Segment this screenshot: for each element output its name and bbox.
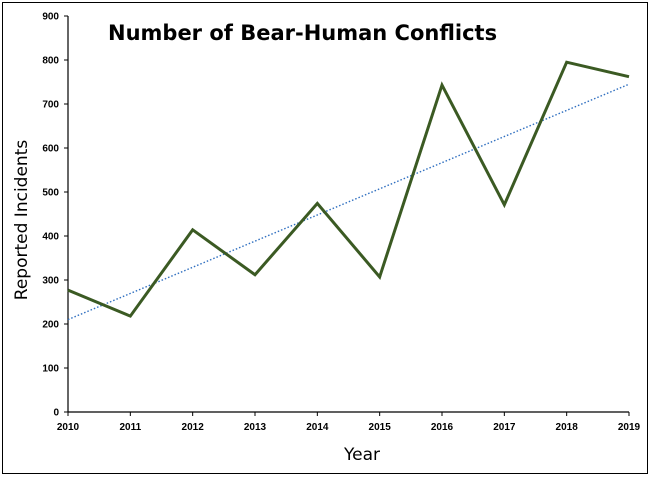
y-tick-label: 200 <box>42 320 59 331</box>
x-tick-label: 2019 <box>618 422 641 433</box>
y-tick-labels: 0 100 200 300 400 500 600 700 800 900 <box>42 12 59 419</box>
chart-frame <box>2 2 648 474</box>
y-axis-title: Reported Incidents <box>12 140 32 301</box>
y-tick-label: 900 <box>42 12 59 23</box>
chart-title: Number of Bear-Human Conflicts <box>108 21 497 45</box>
x-tick-label: 2013 <box>244 422 267 433</box>
y-tick-label: 500 <box>42 188 59 199</box>
y-tick-label: 700 <box>42 100 59 111</box>
x-tick-label: 2015 <box>369 422 392 433</box>
y-tick-label: 600 <box>42 144 59 155</box>
y-tick-label: 0 <box>53 408 59 419</box>
y-tick-label: 800 <box>42 56 59 67</box>
x-axis-title: Year <box>343 445 380 465</box>
x-tick-label: 2012 <box>182 422 205 433</box>
y-tick-label: 300 <box>42 276 59 287</box>
series-line <box>67 60 630 318</box>
y-tick-label: 100 <box>42 364 59 375</box>
x-tick-label: 2010 <box>57 422 80 433</box>
x-tick-label: 2014 <box>306 422 329 433</box>
x-tick-label: 2016 <box>431 422 454 433</box>
series-group <box>67 60 630 318</box>
x-tick-labels: 2010 2011 2012 2013 2014 2015 2016 2017 2018 2019 <box>57 422 641 433</box>
x-tick-label: 2017 <box>493 422 516 433</box>
x-tick-label: 2011 <box>119 422 141 433</box>
x-tick-label: 2018 <box>556 422 579 433</box>
y-tick-label: 400 <box>42 232 59 243</box>
axes <box>64 15 630 416</box>
